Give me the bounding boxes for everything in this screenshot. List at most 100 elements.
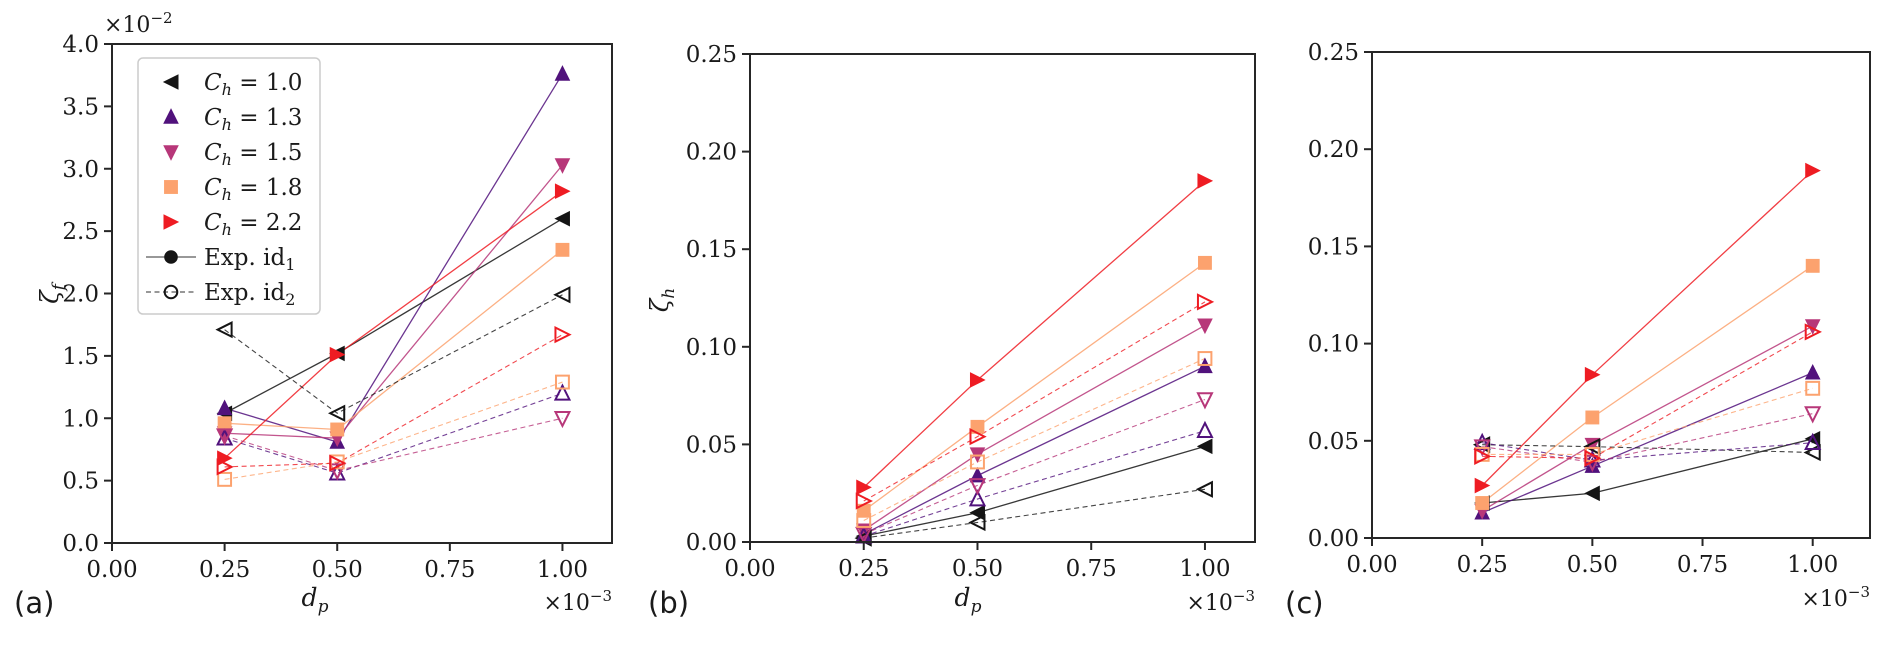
y-offset-text: ×10−2 [104,9,173,38]
data-marker [215,428,234,446]
axes-(c): 0.00 0.25 0.50 0.75 1.00 0.00 0.05 0.10 0.15 0.20… [1308,40,1871,612]
data-marker [555,242,570,257]
x-tick-label: 0.25 [838,556,889,582]
data-marker [1198,255,1212,270]
data-marker [1804,432,1822,451]
data-marker [1473,432,1491,451]
data-marker [554,183,571,200]
data-marker [1804,406,1822,424]
series-line [1481,265,1814,504]
x-tick-label: 0.75 [1677,552,1728,578]
x-tick-label: 0.25 [1457,552,1508,578]
y-tick-label: 0.10 [686,335,737,361]
data-marker [1195,480,1213,498]
data-marker [555,374,570,390]
x-tick-label: 0.50 [1567,552,1618,578]
legend-label: Ch = 1.5 [204,140,302,169]
data-marker [330,422,345,437]
legend-marker [163,214,180,230]
data-marker [968,489,987,507]
data-marker [968,513,986,532]
data-marker [554,210,570,227]
y-tick-label: 0.15 [686,237,737,263]
series-line [224,417,563,472]
data-marker [1584,449,1602,467]
series-line [863,301,1206,502]
data-marker [553,286,571,304]
panel-a: 0.00 0.25 0.50 0.75 1.00 0.0 0.5 1.0 1.5 2.0 2.5 3.… [0,0,640,649]
data-marker [1197,351,1213,366]
x-offset-text: ×10−3 [1186,587,1255,616]
legend-label: Ch = 2.2 [204,210,302,239]
data-marker [856,479,872,496]
legend-box [137,57,321,315]
y-axis: 0.0 0.5 1.0 1.5 2.0 2.5 3.0 3.5 4.0 [62,32,112,557]
y-axis-label: ζh [645,288,679,313]
series-line [1482,387,1813,455]
series-markers [215,65,572,487]
y-tick-label: 1.5 [62,344,99,370]
series-line [863,430,1206,537]
x-tick-label: 0.50 [952,556,1003,582]
data-marker [1474,477,1491,494]
series-line [224,381,563,480]
panel-b: 0.00 0.25 0.50 0.75 1.00 0.00 0.05 0.10 0.15 0.20… [640,0,1278,649]
x-axis: 0.00 0.25 0.50 0.75 1.00 [724,542,1231,582]
panel-label-c: (c) [1285,586,1324,620]
series-line [863,180,1206,488]
series-line [863,262,1206,512]
legend-label: Ch = 1.3 [204,105,302,134]
data-marker [1197,318,1213,335]
data-marker [217,471,233,487]
x-tick-label: 0.00 [724,556,775,582]
x-offset-text: ×10−3 [1801,583,1870,612]
x-tick-label: 0.00 [1346,552,1397,578]
legend-marker [164,250,178,264]
x-tick-label: 0.75 [1066,556,1117,582]
y-axis-label: ζf [35,281,69,304]
y-tick-label: 0.05 [686,432,737,458]
data-marker [968,478,987,496]
y-tick-label: 0.25 [1308,40,1359,66]
data-marker [327,404,346,422]
data-marker [328,463,346,481]
series-line [863,445,1206,537]
data-marker [970,454,985,470]
data-marker [1197,173,1214,189]
axes-box [1371,51,1871,539]
data-marker [553,410,572,429]
series-line [224,294,563,414]
series-line [1481,325,1814,512]
legend-label: Ch = 1.0 [204,70,302,99]
data-marker [1585,410,1600,425]
series-markers [854,173,1215,547]
x-offset-text: ×10−3 [543,587,612,616]
data-marker [216,399,233,416]
series-line [863,365,1206,535]
panel-label-b: (b) [648,586,690,620]
data-marker [217,416,232,431]
data-marker [969,372,986,388]
data-marker [856,513,872,528]
y-tick-label: 0.00 [686,530,737,556]
x-axis: 0.00 0.25 0.50 0.75 1.00 [1346,538,1838,578]
data-marker [1196,438,1213,455]
data-marker [1584,457,1601,473]
series-line [1482,444,1813,454]
y-tick-label: 1.0 [62,406,99,432]
legend-label: Exp. id2 [204,280,295,309]
panel-c: 0.00 0.25 0.50 0.75 1.00 0.00 0.05 0.10 0.15 0.20… [1278,0,1892,649]
x-axis: 0.00 0.25 0.50 0.75 1.00 [86,543,588,583]
data-marker [1583,438,1601,456]
y-tick-label: 0.05 [1308,429,1359,455]
data-marker [1196,392,1214,410]
series-line [1481,170,1814,486]
x-tick-label: 0.75 [424,557,475,583]
y-axis: 0.00 0.05 0.10 0.15 0.20 0.25 [686,42,750,556]
legend-label: Exp. id1 [204,245,295,274]
panel-label-a: (a) [14,586,55,620]
series-lines [1481,170,1814,514]
legend-marker [163,145,179,161]
data-marker [1196,420,1214,439]
plot-a-svg: 0.00 0.25 0.50 0.75 1.00 0.0 0.5 1.0 1.5 2.0 2.5 3.… [35,9,613,617]
